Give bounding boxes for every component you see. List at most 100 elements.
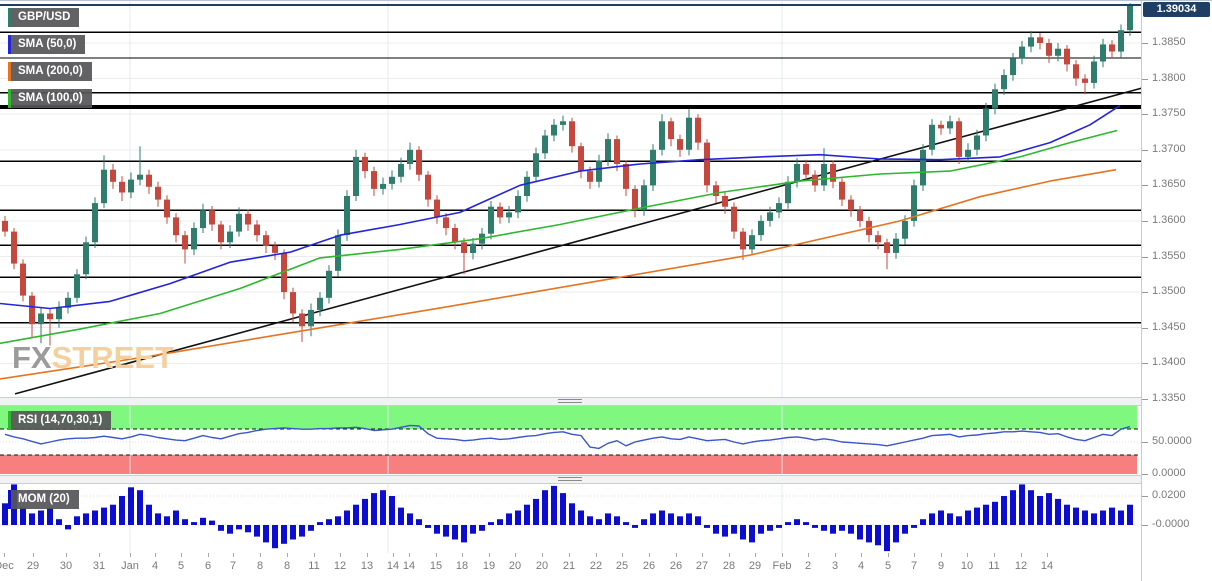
time-axis-label: 21	[562, 560, 576, 572]
time-axis-tick	[914, 553, 915, 557]
axis-tick-label: 1.3450	[1152, 321, 1186, 333]
time-axis-tick	[155, 553, 156, 557]
axis-tick-label: 0.0200	[1152, 489, 1186, 501]
time-axis-tick	[436, 553, 437, 557]
axis-tick-label: 1.3750	[1152, 107, 1186, 119]
time-axis-tick	[287, 553, 288, 557]
axis-tick-label: 1.3350	[1152, 392, 1186, 404]
time-axis-label: 26	[642, 560, 656, 572]
sma200-accent	[8, 62, 11, 81]
time-axis[interactable]: Dec293031Jan4567881112131414151819202021…	[0, 553, 1141, 581]
time-axis-tick	[941, 553, 942, 557]
time-axis-label: 5	[177, 560, 185, 572]
momentum-panel[interactable]	[0, 484, 1141, 553]
panel-separator	[0, 475, 1212, 484]
time-axis-label: 5	[884, 560, 892, 572]
axis-tick	[1142, 328, 1148, 329]
time-axis-label: 8	[256, 560, 264, 572]
axis-tick	[1142, 114, 1148, 115]
time-axis-label: 26	[669, 560, 683, 572]
time-axis-label: 22	[589, 560, 603, 572]
time-axis-label: 29	[26, 560, 40, 572]
axis-tick-label: 1.3400	[1152, 356, 1186, 368]
time-axis-label: 4	[151, 560, 159, 572]
time-axis-tick	[1021, 553, 1022, 557]
time-axis-tick	[489, 553, 490, 557]
rsi-text: RSI (14,70,30,1)	[11, 411, 112, 430]
rsi-panel[interactable]	[0, 406, 1141, 475]
sma50-accent	[8, 35, 11, 54]
watermark-street: STREET	[51, 340, 174, 375]
time-axis-label: 11	[308, 560, 320, 572]
fxstreet-watermark: FXSTREET	[12, 342, 174, 373]
time-axis-label: 2	[804, 560, 812, 572]
axis-tick	[1142, 79, 1148, 80]
time-axis-label: Dec	[0, 560, 14, 572]
indicator-label-sma50[interactable]: SMA (50,0)	[8, 35, 86, 54]
time-axis-tick	[99, 553, 100, 557]
symbol-text: GBP/USD	[11, 8, 80, 27]
indicator-label-sma200[interactable]: SMA (200,0)	[8, 62, 92, 81]
indicator-label-rsi[interactable]: RSI (14,70,30,1)	[8, 411, 112, 430]
time-axis-label: 8	[283, 560, 291, 572]
time-axis-tick	[340, 553, 341, 557]
time-axis-tick	[861, 553, 862, 557]
time-axis-tick	[967, 553, 968, 557]
time-axis-label: 6	[204, 560, 212, 572]
panel-separator	[0, 397, 1212, 406]
price-chart-panel[interactable]	[0, 1, 1141, 398]
drag-grip-icon[interactable]	[558, 399, 582, 405]
time-axis-tick	[702, 553, 703, 557]
axis-tick	[1142, 474, 1148, 475]
time-axis-label: 31	[92, 560, 106, 572]
momentum-chart[interactable]	[0, 484, 1141, 553]
time-axis-tick	[888, 553, 889, 557]
time-axis-tick	[33, 553, 34, 557]
time-axis-tick	[676, 553, 677, 557]
time-axis-label: Feb	[772, 560, 792, 572]
time-axis-label: Jan	[121, 560, 139, 572]
drag-grip-icon[interactable]	[558, 477, 582, 483]
time-axis-label: 28	[722, 560, 736, 572]
time-axis-label: 11	[988, 560, 1000, 572]
axis-tick-label: 0.0000	[1152, 467, 1186, 479]
axis-tick	[1142, 442, 1148, 443]
axis-tick	[1142, 257, 1148, 258]
symbol-label[interactable]: GBP/USD	[8, 8, 80, 27]
time-axis-label: 10	[960, 560, 974, 572]
axis-tick-label: 50.0000	[1152, 435, 1192, 447]
time-axis-label: 7	[910, 560, 918, 572]
mom-text: MOM (20)	[11, 490, 79, 509]
time-axis-label: 19	[482, 560, 496, 572]
time-axis-label: 14	[386, 560, 400, 572]
axis-tick-label: 1.3650	[1152, 178, 1186, 190]
axis-tick	[1142, 221, 1148, 222]
time-axis-tick	[314, 553, 315, 557]
indicator-label-sma100[interactable]: SMA (100,0)	[8, 89, 92, 108]
time-axis-tick	[994, 553, 995, 557]
time-axis-tick	[596, 553, 597, 557]
time-axis-tick	[66, 553, 67, 557]
time-axis-label: 7	[229, 560, 237, 572]
axis-tick	[1142, 43, 1148, 44]
axis-tick	[1142, 185, 1148, 186]
time-axis-tick	[835, 553, 836, 557]
time-axis-label: 14	[402, 560, 416, 572]
time-axis-label: 3	[831, 560, 839, 572]
candlestick-chart[interactable]	[0, 1, 1141, 398]
time-axis-label: 15	[429, 560, 443, 572]
axis-tick-label: 1.3600	[1152, 214, 1186, 226]
time-axis-tick	[462, 553, 463, 557]
time-axis-tick	[260, 553, 261, 557]
mom-accent	[8, 490, 11, 509]
time-axis-tick	[649, 553, 650, 557]
axis-tick-label: 1.3550	[1152, 250, 1186, 262]
time-axis-label: 25	[615, 560, 629, 572]
price-axis[interactable]: 1.3850 1.3800 1.3750 1.3700 1.3650 1.3600 1.35…	[1141, 1, 1212, 581]
indicator-label-mom[interactable]: MOM (20)	[8, 490, 79, 509]
rsi-chart[interactable]	[0, 406, 1141, 475]
axis-tick	[1142, 363, 1148, 364]
symbol-accent	[8, 8, 11, 27]
sma50-text: SMA (50,0)	[11, 35, 86, 54]
